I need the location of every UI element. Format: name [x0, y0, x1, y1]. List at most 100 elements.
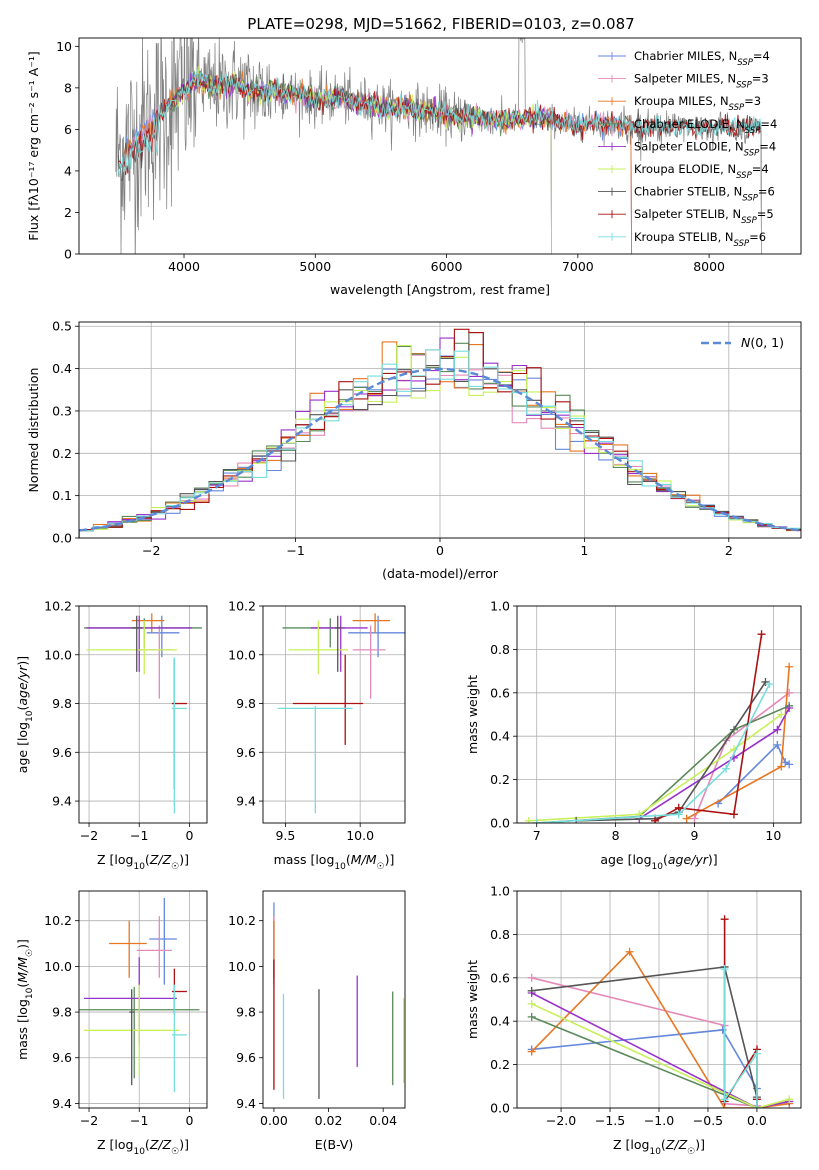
- legend-label: N(0, 1): [741, 335, 784, 350]
- x-tick-label: 0.0: [747, 1113, 767, 1128]
- y-tick-label: 0.0: [490, 1101, 510, 1116]
- weight-marker: [757, 630, 766, 639]
- weight-line-3: [686, 666, 790, 820]
- y-tick-label: 10.2: [44, 913, 72, 928]
- weight-marker: [718, 1025, 727, 1034]
- y-tick-label: 0.4: [490, 1014, 510, 1029]
- y-tick-label: 4: [64, 163, 72, 178]
- y-tick-label: 0.0: [490, 816, 510, 831]
- weight-line-9: [723, 969, 758, 1108]
- x-tick-label: 0: [185, 1113, 193, 1128]
- y-tick-label: 9.8: [52, 696, 72, 711]
- y-tick-label: 9.4: [236, 1096, 256, 1111]
- y-tick-label: 10.0: [228, 647, 256, 662]
- x-tick-label: −1: [130, 828, 148, 843]
- y-tick-label: 9.6: [236, 1050, 256, 1065]
- weight-marker: [773, 740, 782, 749]
- x-tick-label: 0.02: [315, 1113, 343, 1128]
- residuals-axes: −2 −1 0 1 2 0.0 0.1 0.2 0.3 0.4 0.5 (data-model)/er…: [26, 319, 802, 581]
- mass_vs_ebv-axes: 0.00 0.02 0.04 9.4 9.6 9.8 10.0 10.2 E(B-V): [228, 890, 406, 1152]
- y-tick-label: 0.3: [52, 403, 72, 418]
- weight-marker: [524, 816, 533, 823]
- mass_vs_Z-ylabel: mass [log10(M/M☉)]: [15, 939, 35, 1060]
- axes-frame: [516, 605, 802, 824]
- weight-line-4: [536, 705, 790, 823]
- weight-marker: [532, 819, 541, 823]
- x-tick-label: −2: [80, 828, 98, 843]
- y-tick-label: 10.2: [228, 599, 256, 614]
- legend-label: Kroupa ELODIE, NSSP=4: [634, 162, 769, 181]
- weight-line-9: [536, 683, 771, 823]
- residuals-ylabel: Normed distribution: [26, 368, 41, 493]
- y-tick-label: 0.6: [490, 685, 510, 700]
- weight-marker: [785, 662, 794, 671]
- y-tick-label: 9.6: [52, 745, 72, 760]
- x-tick-label: −2: [142, 543, 160, 558]
- age_vs_Z-points: [84, 613, 202, 814]
- y-tick-label: 0.5: [52, 319, 72, 334]
- weight-line-1: [717, 743, 790, 805]
- data-point: [352, 625, 386, 699]
- data-point: [171, 657, 187, 814]
- spectrum-traces: [115, 38, 762, 254]
- weight-line-2: [531, 977, 757, 1107]
- age_vs_Z-axes: −2 −1 0 9.4 9.6 9.8 10.0 10.2 Z [log10(Z/Z☉)] age…: [15, 599, 208, 872]
- data-point: [109, 920, 147, 978]
- x-tick-label: 4000: [168, 259, 200, 274]
- axes-frame: [78, 37, 802, 255]
- x-tick-label: 0: [436, 543, 444, 558]
- y-tick-label: 0.2: [490, 1057, 510, 1072]
- x-tick-label: 1: [580, 543, 588, 558]
- y-tick-label: 10.0: [44, 959, 72, 974]
- weight-marker: [765, 680, 774, 689]
- model-spectrum-9: [117, 69, 762, 254]
- weight_vs_Z-axes: −2.0 −1.5 −1.0 −0.5 0.0 0.0 0.2 0.4 0.6 0.8 1.0 Z […: [465, 884, 802, 1157]
- data-point: [136, 625, 172, 699]
- legend-label: Salpeter ELODIE, NSSP=4: [634, 139, 776, 158]
- spectrum-xlabel: wavelength [Angstrom, rest frame]: [330, 282, 550, 297]
- axes-frame: [78, 890, 208, 1109]
- mass_vs_Z-xlabel: Z [log10(Z/Z☉)]: [97, 1137, 189, 1157]
- mass_vs_Z-axes: −2 −1 0 9.4 9.6 9.8 10.0 10.2 Z [log10(Z/Z☉)] mas…: [15, 890, 208, 1157]
- weight-marker: [651, 816, 660, 823]
- y-tick-label: 0.8: [490, 642, 510, 657]
- weight-marker: [682, 814, 691, 823]
- weight_vs_Z-xlabel: Z [log10(Z/Z☉)]: [613, 1137, 705, 1157]
- y-tick-label: 0.6: [490, 970, 510, 985]
- axes-frame: [516, 890, 802, 1109]
- weight-marker: [527, 999, 536, 1008]
- x-tick-label: −2: [80, 1113, 98, 1128]
- weight-marker: [785, 1095, 794, 1104]
- histogram-8: [79, 328, 801, 538]
- weight-marker: [777, 762, 786, 771]
- y-tick-label: 10.2: [228, 913, 256, 928]
- age_vs_Z-ylabel: age [log10(age/yr)]: [15, 656, 35, 773]
- y-tick-label: 1.0: [490, 599, 510, 614]
- x-tick-label: 7: [533, 828, 541, 843]
- legend-label: Chabrier MILES, NSSP=4: [634, 49, 770, 68]
- y-tick-label: 0.2: [52, 446, 72, 461]
- age_vs_Z-xlabel: Z [log10(Z/Z☉)]: [97, 852, 189, 872]
- data-point: [171, 984, 187, 1093]
- data-point: [310, 615, 368, 672]
- weight-marker: [722, 764, 731, 773]
- weight-line-5: [638, 707, 790, 820]
- y-tick-label: 0.0: [52, 531, 72, 546]
- y-tick-label: 8: [64, 80, 72, 95]
- x-tick-label: −1.5: [595, 1113, 625, 1128]
- weight-marker: [527, 973, 536, 982]
- weight_vs_age-axes: 7 8 9 10 0.0 0.2 0.4 0.6 0.8 1.0 age [log10(age/yr…: [465, 599, 802, 872]
- x-tick-label: 0.04: [369, 1113, 397, 1128]
- data-point: [131, 615, 142, 672]
- data-point: [86, 615, 192, 672]
- residual-histograms: [79, 328, 801, 538]
- x-tick-label: 0: [185, 828, 193, 843]
- data-point: [84, 618, 202, 648]
- weight_vs_Z-lines: [527, 915, 794, 1108]
- data-point: [277, 705, 353, 814]
- y-tick-label: 0.4: [490, 729, 510, 744]
- x-tick-label: −0.5: [693, 1113, 723, 1128]
- y-tick-label: 9.4: [52, 1096, 72, 1111]
